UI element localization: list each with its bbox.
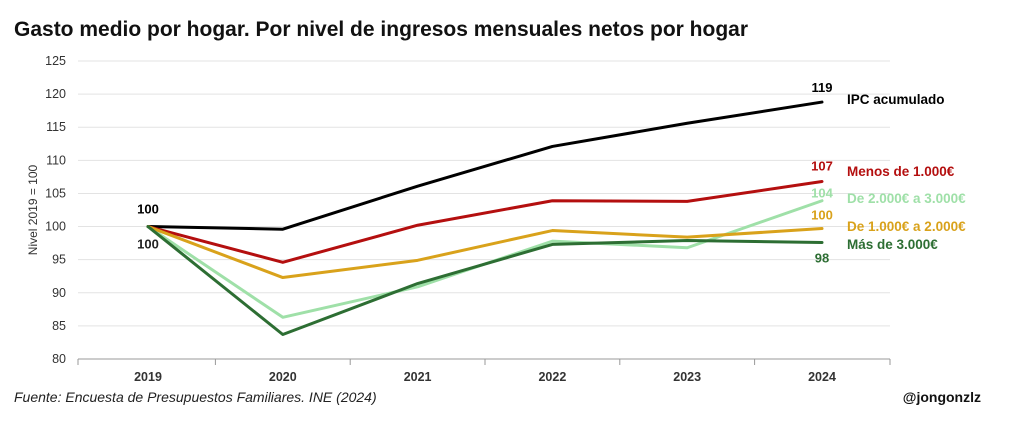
end-value-label: 119 xyxy=(812,80,833,95)
author-credit: @jongonzlz xyxy=(902,389,981,405)
series-line xyxy=(146,199,824,319)
y-tick-label: 85 xyxy=(52,319,66,333)
end-value-label: 104 xyxy=(811,186,833,201)
series-line xyxy=(146,180,824,264)
y-tick-label: 115 xyxy=(46,120,66,134)
x-tick-label: 2023 xyxy=(673,370,701,384)
y-tick-label: 105 xyxy=(45,186,66,200)
end-value-label: 100 xyxy=(811,208,833,223)
series-name-label: De 1.000€ a 2.000€ xyxy=(847,219,966,234)
start-value-label: 100 xyxy=(137,202,159,217)
x-tick-label: 2022 xyxy=(538,370,566,384)
end-value-label: 98 xyxy=(815,250,829,265)
y-axis-label: Nivel 2019 = 100 xyxy=(26,164,40,255)
y-tick-label: 125 xyxy=(45,54,66,68)
series-name-label: De 2.000€ a 3.000€ xyxy=(847,191,966,206)
series-name-label: Menos de 1.000€ xyxy=(847,164,955,179)
y-tick-label: 110 xyxy=(46,153,66,167)
series-line xyxy=(146,225,824,280)
y-tick-label: 100 xyxy=(45,220,66,234)
x-tick-label: 2021 xyxy=(404,370,432,384)
chart-title: Gasto medio por hogar. Por nivel de ingr… xyxy=(14,18,748,41)
series-line xyxy=(146,100,824,231)
y-tick-label: 120 xyxy=(45,87,66,101)
y-tick-label: 80 xyxy=(52,352,66,366)
x-tick-label: 2024 xyxy=(808,370,836,384)
end-value-label: 107 xyxy=(811,159,833,174)
y-tick-label: 90 xyxy=(52,286,66,300)
y-tick-label: 95 xyxy=(52,253,66,267)
x-tick-label: 2019 xyxy=(134,370,162,384)
series-name-label: Más de 3.000€ xyxy=(847,237,938,252)
source-note: Fuente: Encuesta de Presupuestos Familia… xyxy=(14,389,377,405)
series-name-label: IPC acumulado xyxy=(847,92,945,107)
series-line xyxy=(146,225,824,336)
start-value-label: 100 xyxy=(137,237,159,252)
x-tick-label: 2020 xyxy=(269,370,297,384)
